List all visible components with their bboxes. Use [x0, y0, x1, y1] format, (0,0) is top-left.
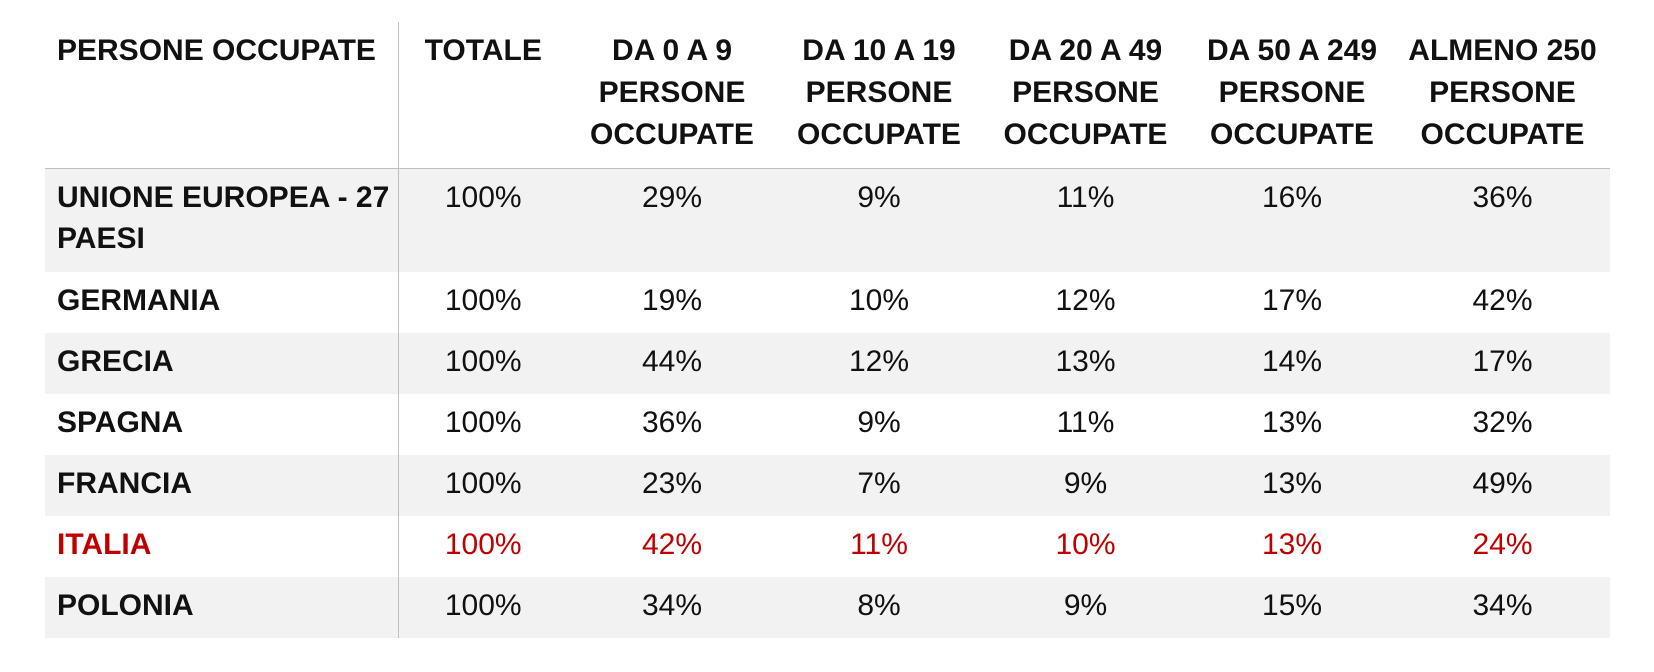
- value-cell: 23%: [568, 454, 776, 516]
- table-row: SPAGNA 100% 36% 9% 11% 13% 32%: [45, 393, 1610, 455]
- row-label: ITALIA: [45, 515, 399, 577]
- value-cell: 36%: [1395, 168, 1610, 272]
- value-cell: 100%: [398, 332, 568, 394]
- value-cell: 11%: [850, 527, 908, 561]
- value-cell: 9%: [982, 454, 1189, 516]
- value-cell: 17%: [1395, 332, 1610, 394]
- value-cell: 11%: [1056, 405, 1115, 439]
- value-cell: 34%: [568, 576, 776, 638]
- table-row: GERMANIA 100% 19% 10% 12% 17% 42%: [45, 271, 1610, 333]
- table-row: ITALIA 100% 42% 11% 10% 13% 24%: [45, 515, 1610, 577]
- value-cell: 9%: [982, 576, 1189, 638]
- row-label: GRECIA: [45, 332, 399, 394]
- value-cell: 42%: [1472, 283, 1533, 317]
- value-cell: 9%: [776, 168, 982, 272]
- value-cell: 12%: [1055, 283, 1116, 317]
- header-almeno-250: ALMENO 250 PERSONE OCCUPATE: [1395, 22, 1610, 169]
- value-cell: 100%: [444, 283, 522, 317]
- value-cell: 7%: [776, 454, 982, 516]
- value-cell: 100%: [444, 527, 522, 561]
- value-cell: 32%: [1472, 405, 1533, 439]
- value-cell: 100%: [398, 168, 568, 272]
- header-da-50-a-249: DA 50 A 249 PERSONE OCCUPATE: [1189, 22, 1395, 169]
- value-cell: 9%: [857, 405, 901, 439]
- value-cell: 100%: [398, 576, 568, 638]
- value-cell: 44%: [568, 332, 776, 394]
- value-cell: 13%: [1189, 454, 1395, 516]
- header-totale: TOTALE: [398, 22, 568, 169]
- value-cell: 15%: [1189, 576, 1395, 638]
- table-body: UNIONE EUROPEA - 27 PAESI 100% 29% 9% 11% 16%…: [45, 168, 1610, 638]
- value-cell: 14%: [1189, 332, 1395, 394]
- row-label: GERMANIA: [45, 271, 399, 333]
- value-cell: 34%: [1395, 576, 1610, 638]
- value-cell: 8%: [776, 576, 982, 638]
- value-cell: 10%: [848, 283, 910, 317]
- value-cell: 100%: [444, 405, 522, 439]
- row-label: FRANCIA: [45, 454, 399, 516]
- value-cell: 12%: [776, 332, 982, 394]
- value-cell: 17%: [1261, 283, 1323, 317]
- value-cell: 36%: [641, 405, 703, 439]
- value-cell: 19%: [641, 283, 703, 317]
- value-cell: 29%: [568, 168, 776, 272]
- value-cell: 11%: [982, 168, 1189, 272]
- value-cell: 49%: [1395, 454, 1610, 516]
- header-persone-occupate: PERSONE OCCUPATE: [45, 22, 399, 169]
- value-cell: 13%: [1261, 405, 1323, 439]
- value-cell: 24%: [1472, 527, 1533, 561]
- row-label: POLONIA: [45, 576, 399, 638]
- header-row: PERSONE OCCUPATE TOTALE DA 0 A 9 PERSONE…: [45, 22, 1610, 169]
- header-da-0-a-9: DA 0 A 9 PERSONE OCCUPATE: [568, 22, 776, 169]
- value-cell: 10%: [1055, 527, 1116, 561]
- header-da-10-a-19: DA 10 A 19 PERSONE OCCUPATE: [776, 22, 982, 169]
- value-cell: 16%: [1189, 168, 1395, 272]
- value-cell: 42%: [641, 527, 703, 561]
- table-row: UNIONE EUROPEA - 27 PAESI 100% 29% 9% 11% 16%…: [45, 168, 1610, 272]
- employment-share-table: PERSONE OCCUPATE TOTALE DA 0 A 9 PERSONE…: [45, 22, 1610, 638]
- value-cell: 13%: [1261, 527, 1323, 561]
- table-row: GRECIA 100% 44% 12% 13% 14% 17%: [45, 332, 1610, 394]
- table-row: FRANCIA 100% 23% 7% 9% 13% 49%: [45, 454, 1610, 516]
- data-table-container: PERSONE OCCUPATE TOTALE DA 0 A 9 PERSONE…: [45, 22, 1610, 638]
- table-row: POLONIA 100% 34% 8% 9% 15% 34%: [45, 576, 1610, 638]
- value-cell: 100%: [398, 454, 568, 516]
- header-da-20-a-49: DA 20 A 49 PERSONE OCCUPATE: [982, 22, 1189, 169]
- row-label: UNIONE EUROPEA - 27 PAESI: [45, 168, 399, 272]
- row-label: SPAGNA: [45, 393, 399, 455]
- value-cell: 13%: [982, 332, 1189, 394]
